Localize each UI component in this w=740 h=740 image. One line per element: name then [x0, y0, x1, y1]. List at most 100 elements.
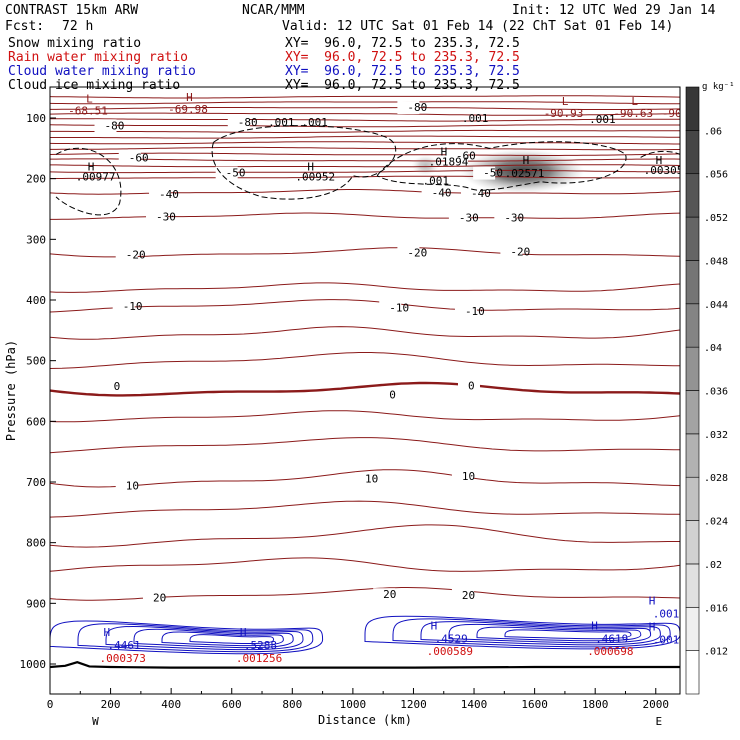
colorbar-label: .036 [704, 387, 728, 398]
temperature-contour [50, 299, 680, 313]
temperature-contour [50, 352, 680, 369]
contour-label-bg [457, 379, 480, 393]
freezing-level-contour [50, 381, 680, 397]
contour-label-bg [215, 166, 238, 180]
upper-temperature-contour [50, 146, 680, 151]
x-tick-label: 400 [161, 698, 181, 711]
colorbar-label: .056 [704, 170, 728, 181]
contour-label: -40 [159, 188, 179, 201]
colorbar-unit: g kg⁻¹ [702, 82, 735, 92]
colorbar-segment [685, 86, 700, 131]
ice-contour-label: .01894 [429, 155, 469, 168]
cloud-ice-contour [211, 125, 397, 200]
upper-temperature-contour [50, 158, 680, 162]
temperature-contour [50, 524, 680, 548]
contour-label: -40 [432, 187, 452, 200]
colorbar-label: .04 [704, 343, 722, 354]
temperature-contour [50, 557, 680, 572]
upper-temperature-contour [50, 135, 680, 139]
y-tick-label: 600 [26, 415, 46, 428]
temperature-contour [50, 410, 680, 423]
upper-temperature-contour [50, 141, 680, 145]
extremum-marker: H [186, 91, 193, 104]
contour-label-bg [451, 588, 474, 602]
ice-contour-label: .001 [301, 116, 328, 129]
cloud-water-contour-west [50, 620, 324, 655]
contour-label: 10 [126, 480, 139, 493]
contour-label: 0 [114, 380, 121, 393]
ice-contour-label: .001 [268, 116, 295, 129]
contour-label-bg [454, 304, 477, 318]
cloud-water-contour-west [189, 634, 275, 645]
extremum-marker: L [562, 95, 569, 108]
cloud-water-label: .4529 [435, 633, 468, 646]
upper-temperature-contour [50, 164, 680, 168]
extremum-label: -90.63 [613, 107, 653, 120]
colorbar-segment [685, 216, 700, 261]
upper-temperature-contour [50, 118, 680, 122]
y-tick-label: 1000 [20, 658, 47, 671]
upper-temperature-contour [50, 101, 680, 105]
ice-contour-label: .001 [423, 175, 450, 188]
contour-label: 10 [365, 472, 378, 485]
temperature-contour [50, 212, 680, 220]
colorbar-label: .016 [704, 603, 728, 614]
colorbar-label: .032 [704, 430, 728, 441]
snow-max-label: .02571 [505, 167, 545, 180]
colorbar-segment [685, 433, 700, 478]
colorbar-label: .06 [704, 126, 722, 137]
ice-max-marker: H [88, 160, 95, 173]
contour-label-bg [142, 591, 165, 605]
temperature-contour [50, 247, 680, 258]
ice-max-marker: H [656, 154, 663, 167]
field-snow-xy: XY= 96.0, 72.5 to 235.3, 72.5 [285, 36, 520, 51]
valid-time: Valid: 12 UTC Sat 01 Feb 14 (22 ChT Sat … [282, 19, 674, 34]
field-snow-name: Snow mixing ratio [8, 36, 142, 51]
contour-label: -20 [126, 249, 146, 262]
contour-label-bg [103, 380, 126, 394]
snow-max-marker: H [523, 154, 530, 167]
org-label: NCAR/MMM [242, 3, 305, 18]
contour-label: 20 [462, 589, 475, 602]
contour-label: -10 [389, 301, 409, 314]
cloud-water-max-marker: H [431, 620, 438, 633]
cloud-water-max-marker: H [104, 626, 111, 639]
ice-contour-label: .00977 [76, 170, 116, 183]
x-axis-title: Distance (km) [318, 713, 412, 727]
y-tick-label: 100 [26, 112, 46, 125]
contour-label: -20 [510, 245, 530, 258]
cloud-ice-contour [640, 150, 680, 158]
cloud-water-contour-west [77, 623, 314, 653]
colorbar-label: .048 [704, 256, 728, 267]
upper-temperature-contour [50, 95, 680, 99]
contour-label: -30 [459, 211, 479, 224]
colorbar-segment [685, 650, 700, 695]
upper-temperature-contour [50, 112, 680, 116]
contour-label-bg [227, 116, 250, 130]
contour-label-bg [451, 469, 474, 483]
fcst-label: Fcst: [5, 19, 45, 34]
extremum-label: -69.98 [168, 103, 208, 116]
contour-label: -60 [456, 150, 476, 163]
cloud-water-contour-west [133, 628, 294, 649]
rain-label: .000698 [587, 645, 633, 658]
temperature-contour [50, 437, 680, 454]
contour-label-bg [355, 472, 377, 486]
cloud-water-contour-east [476, 626, 642, 642]
x-end-label-east: E [655, 715, 662, 728]
contour-label-bg [494, 211, 517, 225]
colorbar-label: .044 [704, 300, 728, 311]
contour-label-bg [112, 300, 135, 314]
temperature-contour [50, 189, 680, 195]
contour-label: -10 [465, 305, 485, 318]
cloud-ice-contour [376, 141, 627, 191]
contour-label-bg [473, 166, 496, 180]
cloud-water-label: .4619 [595, 633, 628, 646]
contour-label-bg [397, 246, 420, 260]
contour-label: -20 [407, 247, 427, 260]
cloud-water-label: .4461 [108, 639, 141, 652]
contour-label-bg [448, 211, 471, 225]
cloud-water-label: .001 [653, 633, 680, 646]
upper-temperature-contour [50, 169, 680, 174]
contour-label: -10 [123, 300, 143, 313]
